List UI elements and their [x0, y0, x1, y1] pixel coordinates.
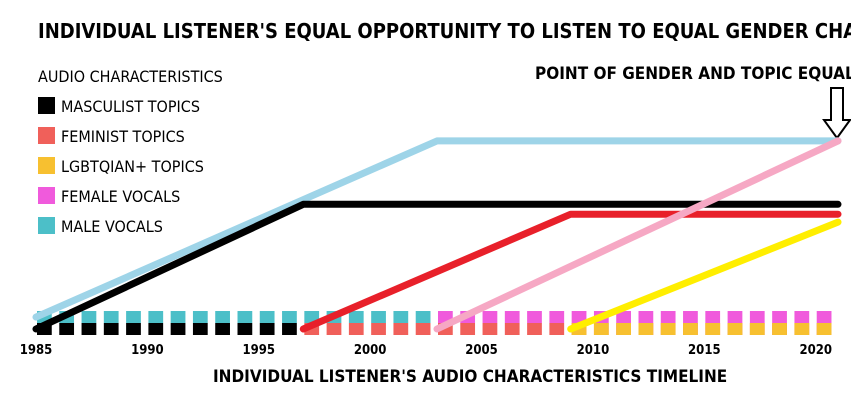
timeline-block: [482, 311, 498, 323]
x-tick-label: 2000: [354, 343, 387, 358]
timeline-block: [393, 311, 409, 323]
timeline-block: [616, 311, 631, 323]
x-axis-ticks: 1985 1990 1995 2000 2005 2010 2015 2020: [20, 343, 832, 358]
series-line: [32, 200, 842, 333]
timeline-block: [326, 323, 342, 335]
timeline-block: [215, 311, 230, 323]
timeline-block: [683, 311, 698, 323]
legend-label: LGBTQIAN+ TOPICS: [61, 157, 204, 176]
timeline-block: [504, 311, 520, 323]
timeline-block: [126, 323, 141, 335]
timeline-blocks: [37, 311, 832, 335]
timeline-block: [415, 311, 431, 323]
timeline-block: [192, 311, 208, 323]
chart-title: INDIVIDUAL LISTENER'S EQUAL OPPORTUNITY …: [38, 19, 851, 43]
timeline-block: [794, 311, 810, 323]
legend-label: MASCULIST TOPICS: [61, 97, 200, 116]
legend-label: FEMINIST TOPICS: [61, 127, 185, 146]
legend-swatch: [38, 127, 55, 144]
timeline-block: [660, 323, 676, 335]
timeline-block: [527, 323, 542, 335]
timeline-block: [638, 311, 654, 323]
timeline-block: [749, 323, 765, 335]
series-line: [32, 137, 842, 321]
series-lines: [32, 137, 842, 333]
timeline-block: [749, 311, 765, 323]
legend-swatch: [38, 97, 55, 114]
timeline-block: [727, 323, 743, 335]
timeline-block: [237, 323, 253, 335]
timeline-block: [170, 323, 186, 335]
timeline-block: [638, 323, 654, 335]
legend-swatch: [38, 217, 55, 234]
timeline-block: [59, 323, 75, 335]
x-tick-label: 2005: [465, 343, 498, 358]
legend-swatch: [38, 157, 55, 174]
timeline-block: [81, 311, 97, 323]
timeline-block: [527, 311, 542, 323]
x-axis-label: INDIVIDUAL LISTENER'S AUDIO CHARACTERIST…: [213, 367, 727, 387]
legend-title: AUDIO CHARACTERISTICS: [38, 67, 223, 86]
timeline-block: [259, 323, 275, 335]
series-line: [299, 210, 842, 333]
equality-arrow-icon: [822, 87, 851, 140]
timeline-block: [348, 311, 364, 323]
equality-annotation: POINT OF GENDER AND TOPIC EQUALITY: [535, 64, 851, 84]
timeline-block: [371, 311, 386, 323]
timeline-block: [215, 323, 230, 335]
legend-swatch: [38, 187, 55, 204]
timeline-block: [616, 323, 631, 335]
timeline-block: [81, 323, 97, 335]
timeline-block: [504, 323, 520, 335]
timeline-block: [282, 311, 297, 323]
series-line: [567, 218, 842, 333]
timeline-block: [660, 311, 676, 323]
timeline-block: [549, 311, 565, 323]
timeline-block: [126, 311, 141, 323]
timeline-block: [549, 323, 565, 335]
x-tick-label: 1995: [242, 343, 275, 358]
timeline-block: [772, 311, 787, 323]
timeline-block: [192, 323, 208, 335]
x-tick-label: 2020: [799, 343, 832, 358]
timeline-block: [393, 323, 409, 335]
timeline-block: [460, 323, 476, 335]
timeline-block: [282, 323, 297, 335]
timeline-block: [816, 323, 832, 335]
timeline-block: [593, 323, 609, 335]
timeline-block: [103, 323, 119, 335]
timeline-block: [571, 311, 587, 323]
x-tick-label: 2015: [688, 343, 721, 358]
legend-label: MALE VOCALS: [61, 217, 163, 236]
timeline-block: [683, 323, 698, 335]
timeline-block: [482, 323, 498, 335]
timeline-block: [371, 323, 386, 335]
series-line: [433, 137, 842, 333]
timeline-block: [794, 323, 810, 335]
timeline-block: [348, 323, 364, 335]
timeline-block: [772, 323, 787, 335]
timeline-block: [727, 311, 743, 323]
x-tick-label: 2010: [577, 343, 610, 358]
timeline-block: [148, 323, 164, 335]
timeline-block: [705, 311, 721, 323]
timeline-block: [103, 311, 119, 323]
x-tick-label: 1985: [20, 343, 53, 358]
x-tick-label: 1990: [131, 343, 164, 358]
legend-label: FEMALE VOCALS: [61, 187, 180, 206]
timeline-block: [148, 311, 164, 323]
legend: MASCULIST TOPICS FEMINIST TOPICS LGBTQIAN+…: [38, 97, 204, 236]
timeline-block: [816, 311, 832, 323]
timeline-block: [237, 311, 253, 323]
timeline-block: [259, 311, 275, 323]
timeline-block: [415, 323, 431, 335]
timeline-block: [170, 311, 186, 323]
timeline-block: [705, 323, 721, 335]
